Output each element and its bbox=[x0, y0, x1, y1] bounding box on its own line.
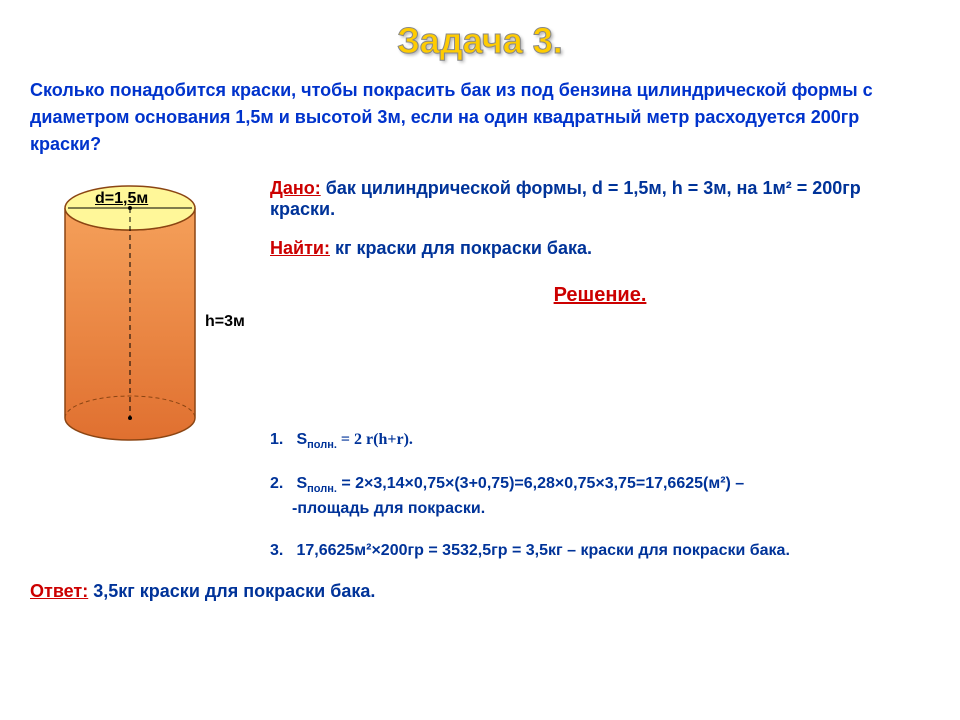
step3-text: 17,6625м²×200гр = 3532,5гр = 3,5кг – кра… bbox=[296, 542, 789, 559]
step-3: 3. 17,6625м²×200гр = 3532,5гр = 3,5кг – … bbox=[270, 539, 930, 563]
given-label: Дано: bbox=[270, 178, 321, 198]
solution-header: Решение. bbox=[270, 284, 930, 307]
answer-text: 3,5кг краски для покраски бака. bbox=[93, 581, 375, 601]
problem-statement: Сколько понадобится краски, чтобы покрас… bbox=[30, 77, 930, 158]
step2-rhs: = 2×3,14×0,75×(3+0,75)=6,28×0,75×3,75=17… bbox=[337, 475, 744, 492]
problem-title: Задача 3. bbox=[30, 20, 930, 62]
find-line: Найти: кг краски для покраски бака. bbox=[270, 238, 930, 259]
cylinder-svg bbox=[50, 178, 210, 458]
step2-lhs: Sполн. bbox=[296, 475, 336, 492]
find-label: Найти: bbox=[270, 238, 330, 258]
answer-line: Ответ: 3,5кг краски для покраски бака. bbox=[30, 581, 930, 602]
step2-cont: -площадь для покраски. bbox=[292, 500, 485, 517]
height-label: h=3м bbox=[205, 313, 245, 331]
step3-num: 3. bbox=[270, 539, 292, 563]
step1-lhs: Sполн. bbox=[296, 431, 336, 448]
given-line: Дано: бак цилиндрической формы, d = 1,5м… bbox=[270, 178, 930, 220]
given-text: бак цилиндрической формы, d = 1,5м, h = … bbox=[270, 178, 861, 219]
main-content: d=1,5м h=3м Дано: бак цилиндрической фор… bbox=[30, 178, 930, 458]
step-2: 2. Sполн. = 2×3,14×0,75×(3+0,75)=6,28×0,… bbox=[270, 472, 930, 522]
answer-label: Ответ: bbox=[30, 581, 88, 601]
find-text: кг краски для покраски бака. bbox=[335, 238, 592, 258]
step1-num: 1. bbox=[270, 428, 292, 452]
cylinder-diagram: d=1,5м h=3м bbox=[30, 178, 260, 458]
given-find-block: Дано: бак цилиндрической формы, d = 1,5м… bbox=[260, 178, 930, 458]
step1-rhs: = 2 r(h+r). bbox=[337, 431, 413, 448]
diameter-label: d=1,5м bbox=[95, 190, 148, 208]
step2-num: 2. bbox=[270, 472, 292, 496]
